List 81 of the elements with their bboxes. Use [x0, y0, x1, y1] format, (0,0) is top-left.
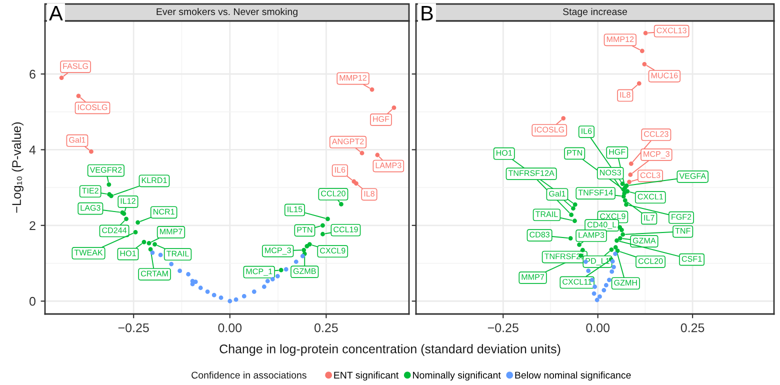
chart-title: Ever smokers vs. Never smoking [156, 8, 298, 18]
annotation: MCP_3 [265, 247, 291, 255]
annotation: Gal1 [69, 136, 86, 143]
text: B [422, 6, 433, 20]
legend-title: Confidence in associations [192, 371, 306, 379]
annotation: MMP12 [340, 74, 366, 81]
chart-title: Stage increase [563, 8, 627, 18]
annotation: ICOSLG [534, 126, 564, 132]
annotation: HO1 [120, 250, 136, 256]
annotation: HGF [373, 116, 390, 122]
x-tick-label: −0.25 [118, 323, 149, 332]
annotation: LAMP3 [376, 162, 402, 168]
annotation: PTN [567, 150, 582, 156]
y-axis-title: −Log₁₀ (P-value) [12, 122, 24, 213]
annotation: CRTAM [141, 270, 168, 276]
y-tick-label: 0 [30, 296, 36, 306]
y-tick-label: 6 [30, 70, 36, 79]
annotation: ANGPT2 [332, 138, 364, 144]
annotation: MCP_3 [644, 151, 670, 158]
annotation: LAMP3 [578, 232, 604, 238]
annotation: TRAIL [536, 211, 558, 217]
annotation: CXCL13 [656, 28, 686, 34]
annotation: IL12 [120, 198, 136, 204]
annotation: Gal1 [549, 190, 566, 197]
annotation: CXCL11 [562, 278, 592, 285]
annotation: IL8 [364, 190, 374, 197]
annotation: VEGFR2 [90, 166, 122, 173]
annotation: IL7 [644, 214, 654, 221]
annotation: CCL23 [644, 131, 668, 137]
annotation: VEGFA [679, 173, 706, 179]
annotation: PTN [297, 226, 312, 232]
annotation: MMP12 [606, 36, 634, 42]
annotation: CCL3 [640, 172, 660, 178]
annotation: CCL20 [321, 190, 346, 196]
legend-label: ENT significant [334, 371, 399, 381]
annotation: IL6 [335, 166, 346, 173]
annotation: GZMB [293, 268, 316, 274]
annotation: GZMH [614, 280, 637, 286]
x-tick-label: 0.00 [586, 323, 610, 332]
annotation: TNF [675, 228, 690, 234]
annotation: LAG3 [80, 205, 100, 211]
annotation: KLRD1 [142, 177, 167, 183]
annotation: IL8 [620, 92, 630, 98]
legend-label: Below nominal significance [515, 371, 631, 381]
annotation: CXCL1 [638, 194, 663, 200]
text: A [49, 6, 63, 20]
annotation: HGF [609, 149, 626, 155]
y-tick-label: 4 [29, 146, 36, 154]
annotation: IL15 [288, 206, 302, 212]
annotation: NCR1 [154, 208, 174, 215]
annotation: MCP_1 [246, 268, 272, 276]
x-tick-label: −0.25 [488, 323, 518, 332]
annotation: CD40_L [587, 222, 616, 229]
annotation: TIE2 [82, 188, 98, 194]
annotation: TNFSF14 [578, 190, 613, 196]
annotation: FGF2 [672, 214, 692, 220]
annotation: CXCL9 [600, 213, 626, 220]
annotation: FASLG [63, 63, 88, 69]
annotation: HO1 [496, 150, 512, 156]
annotation: CCL19 [334, 226, 358, 232]
annotation: CD83 [530, 232, 550, 238]
annotation: MUC16 [651, 72, 678, 78]
annotation: IL6 [582, 128, 592, 134]
annotation: MMP7 [522, 274, 544, 280]
annotation: GZMA [632, 238, 656, 244]
annotation: TNFRSF12A [508, 170, 554, 176]
annotation: ICOSLG [78, 104, 108, 110]
annotation: CSF1 [682, 256, 702, 262]
x-tick-label: 0.25 [680, 323, 704, 332]
annotation: CXCL9 [320, 248, 346, 254]
y-tick-label: 2 [30, 221, 36, 230]
annotation: TWEAK [74, 250, 103, 256]
x-tick-label: 0.25 [314, 323, 338, 332]
legend-label: Nominally significant [413, 371, 501, 381]
annotation: CD244 [102, 227, 127, 234]
annotation: NOS3 [600, 170, 621, 176]
x-axis-title: Change in log-protein concentration (standard deviation units) [220, 344, 560, 356]
annotation: MMP7 [160, 228, 182, 234]
x-tick-label: 0.00 [218, 323, 242, 332]
annotation: TRAIL [166, 250, 189, 256]
annotation: CCL20 [638, 258, 663, 264]
